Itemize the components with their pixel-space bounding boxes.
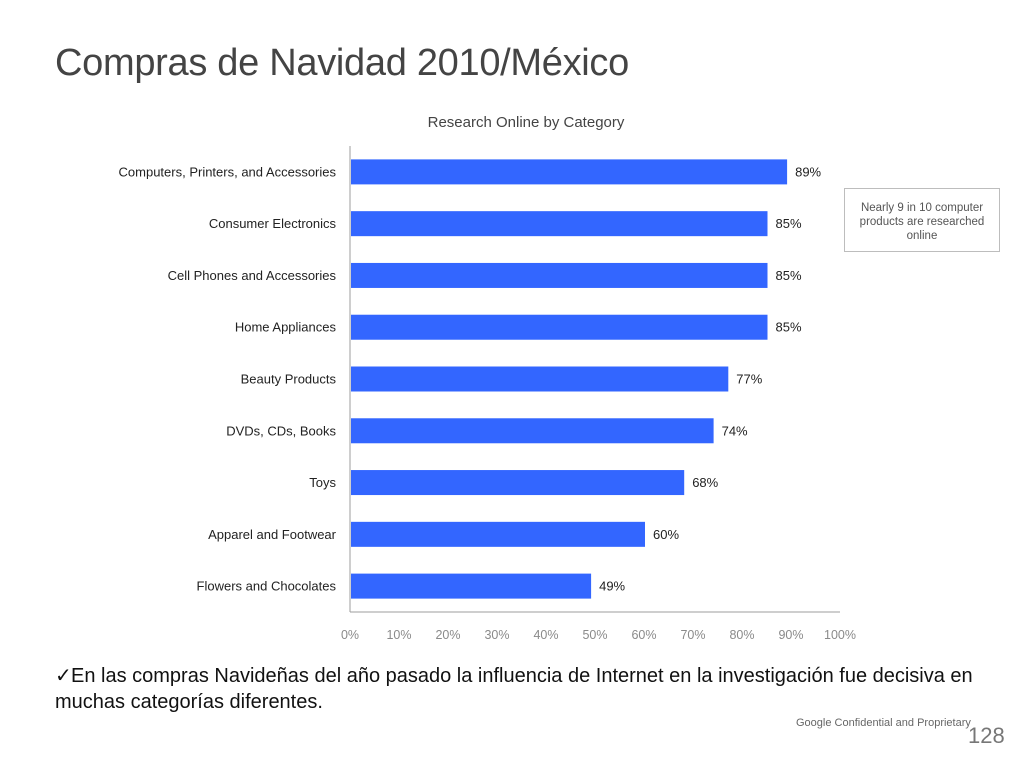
value-label: 85% — [776, 268, 802, 283]
bullet-point: ✓En las compras Navideñas del año pasado… — [55, 663, 975, 715]
value-label: 60% — [653, 527, 679, 542]
bar — [351, 211, 768, 237]
value-label: 74% — [722, 423, 748, 438]
x-tick-label: 100% — [824, 628, 856, 642]
x-tick-label: 70% — [680, 628, 705, 642]
bar — [351, 262, 768, 288]
bars-layer: Computers, Printers, and Accessories 89% C… — [119, 159, 822, 599]
category-label: Computers, Printers, and Accessories — [119, 164, 337, 179]
category-label: Home Appliances — [235, 320, 337, 335]
category-label: Consumer Electronics — [209, 216, 337, 231]
x-tick-label: 10% — [386, 628, 411, 642]
x-tick-label: 20% — [435, 628, 460, 642]
x-tick-label: 80% — [729, 628, 754, 642]
x-tick-label: 60% — [631, 628, 656, 642]
bar — [351, 470, 685, 496]
bar — [351, 521, 645, 547]
callout-annotation: Nearly 9 in 10 computer products are res… — [844, 188, 1000, 252]
value-label: 68% — [692, 475, 718, 490]
footer-confidential-note: Google Confidential and Proprietary — [796, 717, 971, 729]
chart-title: Research Online by Category — [428, 114, 625, 131]
checkmark-icon: ✓ — [55, 665, 72, 687]
value-label: 85% — [776, 216, 802, 231]
bullet-text: En las compras Navideñas del año pasado … — [55, 665, 973, 713]
slide-title: Compras de Navidad 2010/México — [55, 42, 629, 84]
value-label: 49% — [599, 579, 625, 594]
x-tick-label: 30% — [484, 628, 509, 642]
x-tick-label: 0% — [341, 628, 359, 642]
bar — [351, 573, 592, 599]
bar — [351, 366, 729, 392]
value-label: 89% — [795, 164, 821, 179]
category-label: Cell Phones and Accessories — [168, 268, 337, 283]
bar — [351, 159, 788, 185]
category-label: Apparel and Footwear — [208, 527, 337, 542]
page-number: 128 — [968, 723, 1005, 748]
category-label: Toys — [309, 475, 336, 490]
x-tick-label: 90% — [778, 628, 803, 642]
x-tick-label: 50% — [582, 628, 607, 642]
category-label: Flowers and Chocolates — [197, 579, 337, 594]
axis-layer: 0% 10% 20% 30% 40% 50% 60% 70% 80% 90% 100% — [341, 146, 856, 642]
category-label: Beauty Products — [241, 372, 337, 387]
value-label: 85% — [776, 320, 802, 335]
category-label: DVDs, CDs, Books — [226, 423, 336, 438]
bar-chart: Research Online by Category Computers, P… — [119, 114, 856, 642]
value-label: 77% — [736, 372, 762, 387]
x-tick-label: 40% — [533, 628, 558, 642]
bar — [351, 314, 768, 340]
bar — [351, 418, 714, 444]
